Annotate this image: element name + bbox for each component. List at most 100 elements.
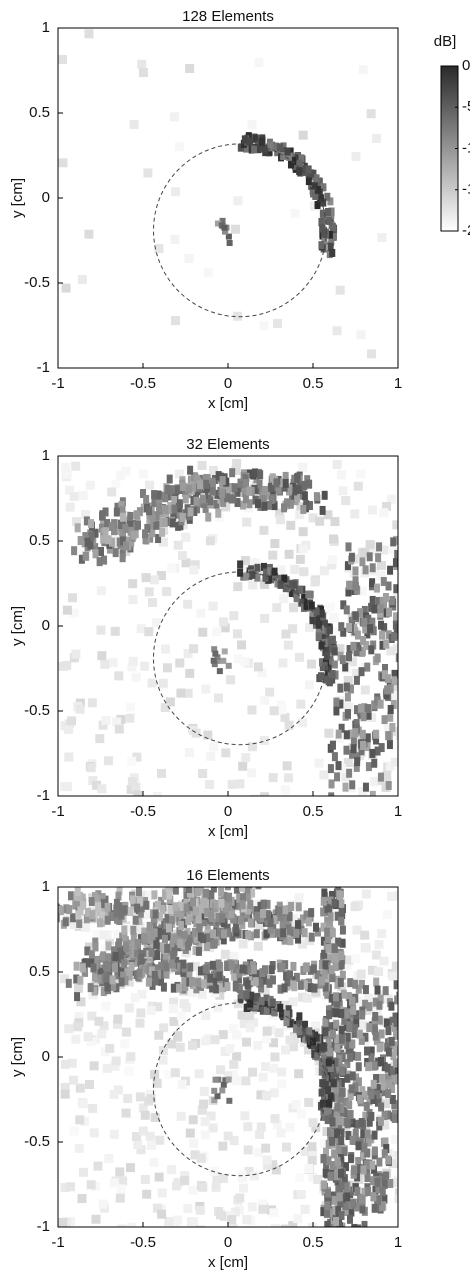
speckle [181,533,190,542]
texture [120,513,126,522]
speckle [235,779,244,788]
texture [324,928,330,937]
point-target [220,658,226,664]
image [58,29,386,376]
speckle [212,627,221,636]
reflection [319,642,325,650]
texture [359,667,365,676]
speckle [359,65,368,74]
speckle [133,1140,142,1149]
speckle [59,662,68,671]
texture [334,1102,340,1111]
texture [350,1071,356,1080]
x-tick-label: 0 [224,803,232,820]
speckle [170,112,179,121]
speckle [144,627,153,636]
point-target [226,1098,232,1104]
texture [282,905,288,914]
speckle [59,158,68,167]
texture [330,741,336,750]
texture [370,563,376,572]
texture [217,972,223,981]
speckle [132,673,141,682]
texture [290,962,296,971]
speckle [228,1224,237,1233]
speckle [140,662,149,671]
texture [308,908,314,917]
speckle [225,1044,234,1053]
reflection [285,147,291,155]
point-target [213,1077,219,1083]
speckle [221,950,230,959]
texture [89,897,95,906]
speckle [329,534,338,543]
x-tick-label: 1 [394,1234,402,1251]
speckle [259,1073,268,1082]
speckle [116,1194,125,1203]
point-target [215,1093,221,1099]
speckle [389,972,398,981]
speckle [88,1104,97,1113]
x-tick-label: 0.5 [303,375,324,392]
texture [399,1035,405,1044]
texture [323,877,329,886]
texture [162,493,168,502]
texture [329,779,335,788]
texture [127,512,133,521]
speckle [189,1139,198,1148]
texture [266,979,272,988]
texture [68,891,74,900]
speckle [370,777,379,786]
speckle [277,1129,286,1138]
reflection [322,662,328,670]
texture [359,1195,365,1204]
speckle [209,742,218,751]
texture [187,466,193,475]
speckle [219,1030,228,1039]
texture [339,1026,345,1035]
texture [219,914,225,923]
speckle [205,780,214,789]
texture [366,762,372,771]
texture [121,959,127,968]
texture [302,928,308,937]
texture [149,948,155,957]
point-target [221,1082,227,1088]
speckle [64,752,73,761]
speckle [78,1194,87,1203]
texture [78,536,84,545]
speckle [227,1215,236,1224]
texture [378,1057,384,1066]
texture [210,961,216,970]
texture [389,1037,395,1046]
texture [130,895,136,904]
texture [340,1067,346,1076]
texture [118,950,124,959]
texture [196,923,202,932]
texture [322,1018,328,1027]
texture [183,903,189,912]
speckle [145,481,154,490]
texture [355,631,361,640]
speckle [339,486,348,495]
texture [216,959,222,968]
texture [338,951,344,960]
speckle [262,1034,271,1043]
texture [293,929,299,938]
texture [193,907,199,916]
texture [336,761,342,770]
texture [383,593,389,602]
texture [288,902,294,911]
texture [346,652,352,661]
texture [210,478,216,487]
texture [119,978,125,987]
speckle [277,1079,286,1088]
speckle [189,566,198,575]
texture [339,908,345,917]
texture [123,541,129,550]
texture [358,704,364,713]
speckle [206,536,215,545]
texture [321,888,327,897]
speckle [250,1172,259,1181]
texture [373,1032,379,1041]
